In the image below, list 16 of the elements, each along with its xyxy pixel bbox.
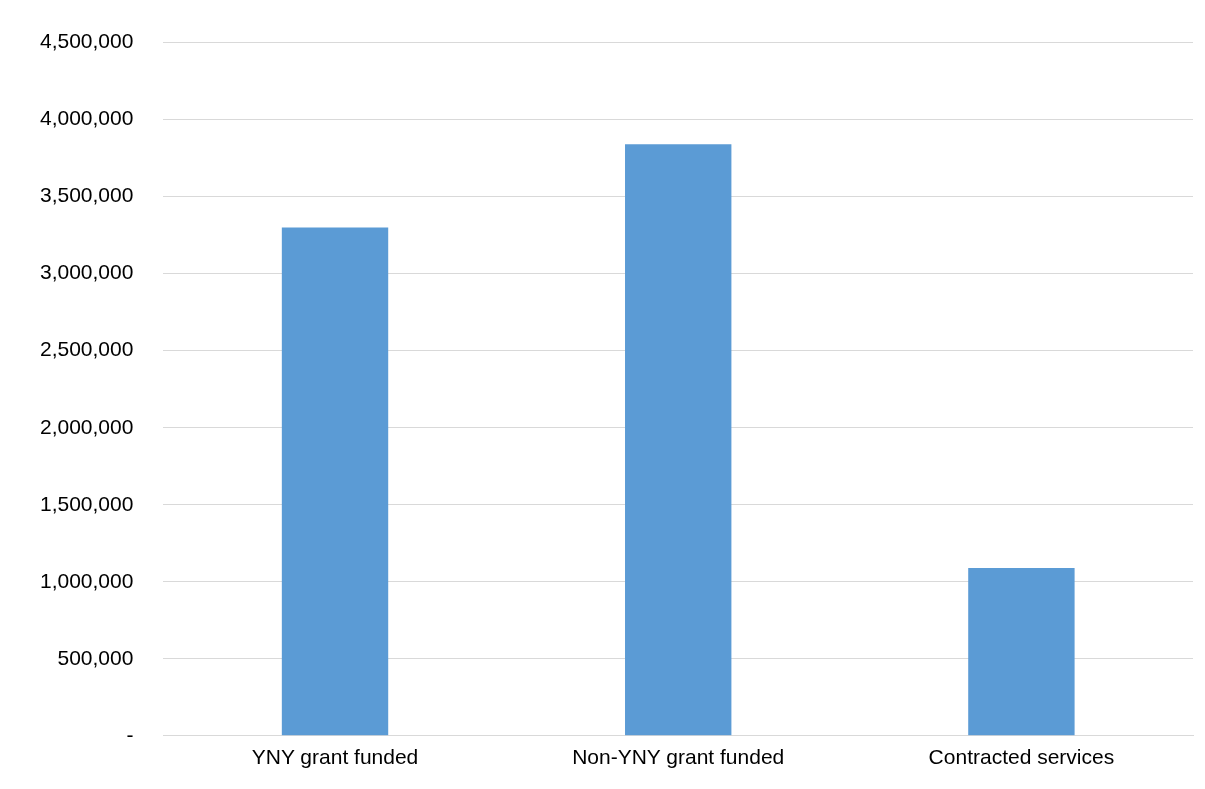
y-tick-label: 4,500,000 (39, 29, 134, 53)
y-tick-label: 3,500,000 (39, 183, 134, 207)
y-tick-label: - (126, 722, 134, 746)
y-tick-label: 2,000,000 (39, 414, 134, 438)
y-tick-label: 500,000 (57, 645, 134, 669)
y-tick-label: 2,500,000 (39, 337, 134, 361)
y-tick-label: 1,500,000 (39, 491, 134, 515)
bar (968, 567, 1075, 736)
y-tick-label: 4,000,000 (39, 106, 134, 130)
y-tick-label: 1,000,000 (39, 568, 134, 592)
y-tick-label: 3,000,000 (39, 260, 134, 284)
x-tick-label: YNY grant funded (251, 745, 419, 769)
bar (625, 144, 732, 736)
x-tick-label: Non-YNY grant funded (572, 745, 785, 769)
bar (281, 227, 389, 736)
x-tick-label: Contracted services (928, 745, 1115, 769)
